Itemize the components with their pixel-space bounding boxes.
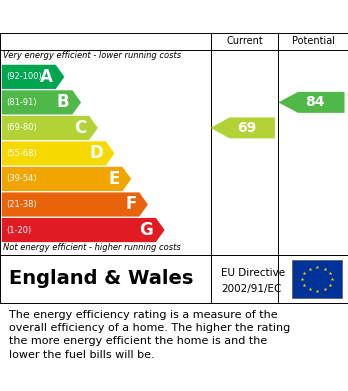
Text: Not energy efficient - higher running costs: Not energy efficient - higher running co… [3,243,181,252]
Text: 2002/91/EC: 2002/91/EC [221,283,281,294]
Text: C: C [74,119,86,137]
Text: EU Directive: EU Directive [221,268,285,278]
Text: Potential: Potential [292,36,335,46]
Polygon shape [2,116,98,140]
Text: Current: Current [226,36,263,46]
Polygon shape [278,92,345,113]
Polygon shape [2,218,165,242]
Polygon shape [2,141,114,165]
Polygon shape [2,192,148,217]
Text: D: D [89,144,103,162]
Text: (55-68): (55-68) [6,149,37,158]
Text: 69: 69 [237,121,256,135]
Text: (69-80): (69-80) [6,124,37,133]
Text: (39-54): (39-54) [6,174,37,183]
Text: (81-91): (81-91) [6,98,37,107]
Polygon shape [211,117,275,138]
Text: (1-20): (1-20) [6,226,31,235]
Text: The energy efficiency rating is a measure of the
overall efficiency of a home. T: The energy efficiency rating is a measur… [9,310,290,360]
Text: (92-100): (92-100) [6,72,42,81]
Polygon shape [2,65,64,89]
Text: E: E [108,170,120,188]
Text: F: F [125,196,136,213]
Polygon shape [2,167,131,191]
Polygon shape [2,90,81,115]
Text: B: B [57,93,70,111]
Text: G: G [139,221,153,239]
Text: A: A [40,68,53,86]
Text: Very energy efficient - lower running costs: Very energy efficient - lower running co… [3,51,182,60]
Bar [292,260,342,298]
Text: Energy Efficiency Rating: Energy Efficiency Rating [9,9,219,24]
Text: (21-38): (21-38) [6,200,37,209]
Text: England & Wales: England & Wales [9,269,193,289]
Text: 84: 84 [306,95,325,109]
